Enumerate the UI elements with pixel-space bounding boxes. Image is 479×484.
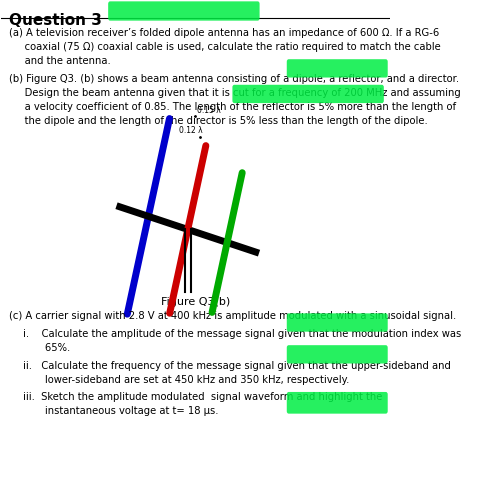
- FancyBboxPatch shape: [287, 60, 388, 78]
- Text: (c) A carrier signal with 2.8 V at 400 kHz is amplitude modulated with a sinusoi: (c) A carrier signal with 2.8 V at 400 k…: [9, 310, 456, 320]
- Text: ii.   Calculate the frequency of the message signal given that the upper-sideban: ii. Calculate the frequency of the messa…: [23, 360, 451, 384]
- FancyBboxPatch shape: [108, 2, 260, 22]
- Text: 0.12 λ: 0.12 λ: [179, 125, 202, 134]
- Text: i.    Calculate the amplitude of the message signal given that the modulation in: i. Calculate the amplitude of the messag…: [23, 329, 461, 352]
- FancyBboxPatch shape: [232, 86, 384, 104]
- Text: (b) Figure Q3. (b) shows a beam antenna consisting of a dipole, a reflector, and: (b) Figure Q3. (b) shows a beam antenna …: [9, 74, 461, 125]
- FancyBboxPatch shape: [287, 314, 388, 332]
- Text: iii.  Sketch the amplitude modulated  signal waveform and highlight the
       i: iii. Sketch the amplitude modulated sign…: [23, 391, 382, 415]
- Text: Question 3: Question 3: [9, 14, 102, 29]
- FancyBboxPatch shape: [287, 392, 388, 414]
- FancyBboxPatch shape: [287, 346, 388, 364]
- Text: 0.15 λ: 0.15 λ: [197, 106, 220, 114]
- Text: (a) A television receiver’s folded dipole antenna has an impedance of 600 Ω. If : (a) A television receiver’s folded dipol…: [9, 28, 441, 66]
- Text: Figure Q3(b): Figure Q3(b): [161, 296, 230, 306]
